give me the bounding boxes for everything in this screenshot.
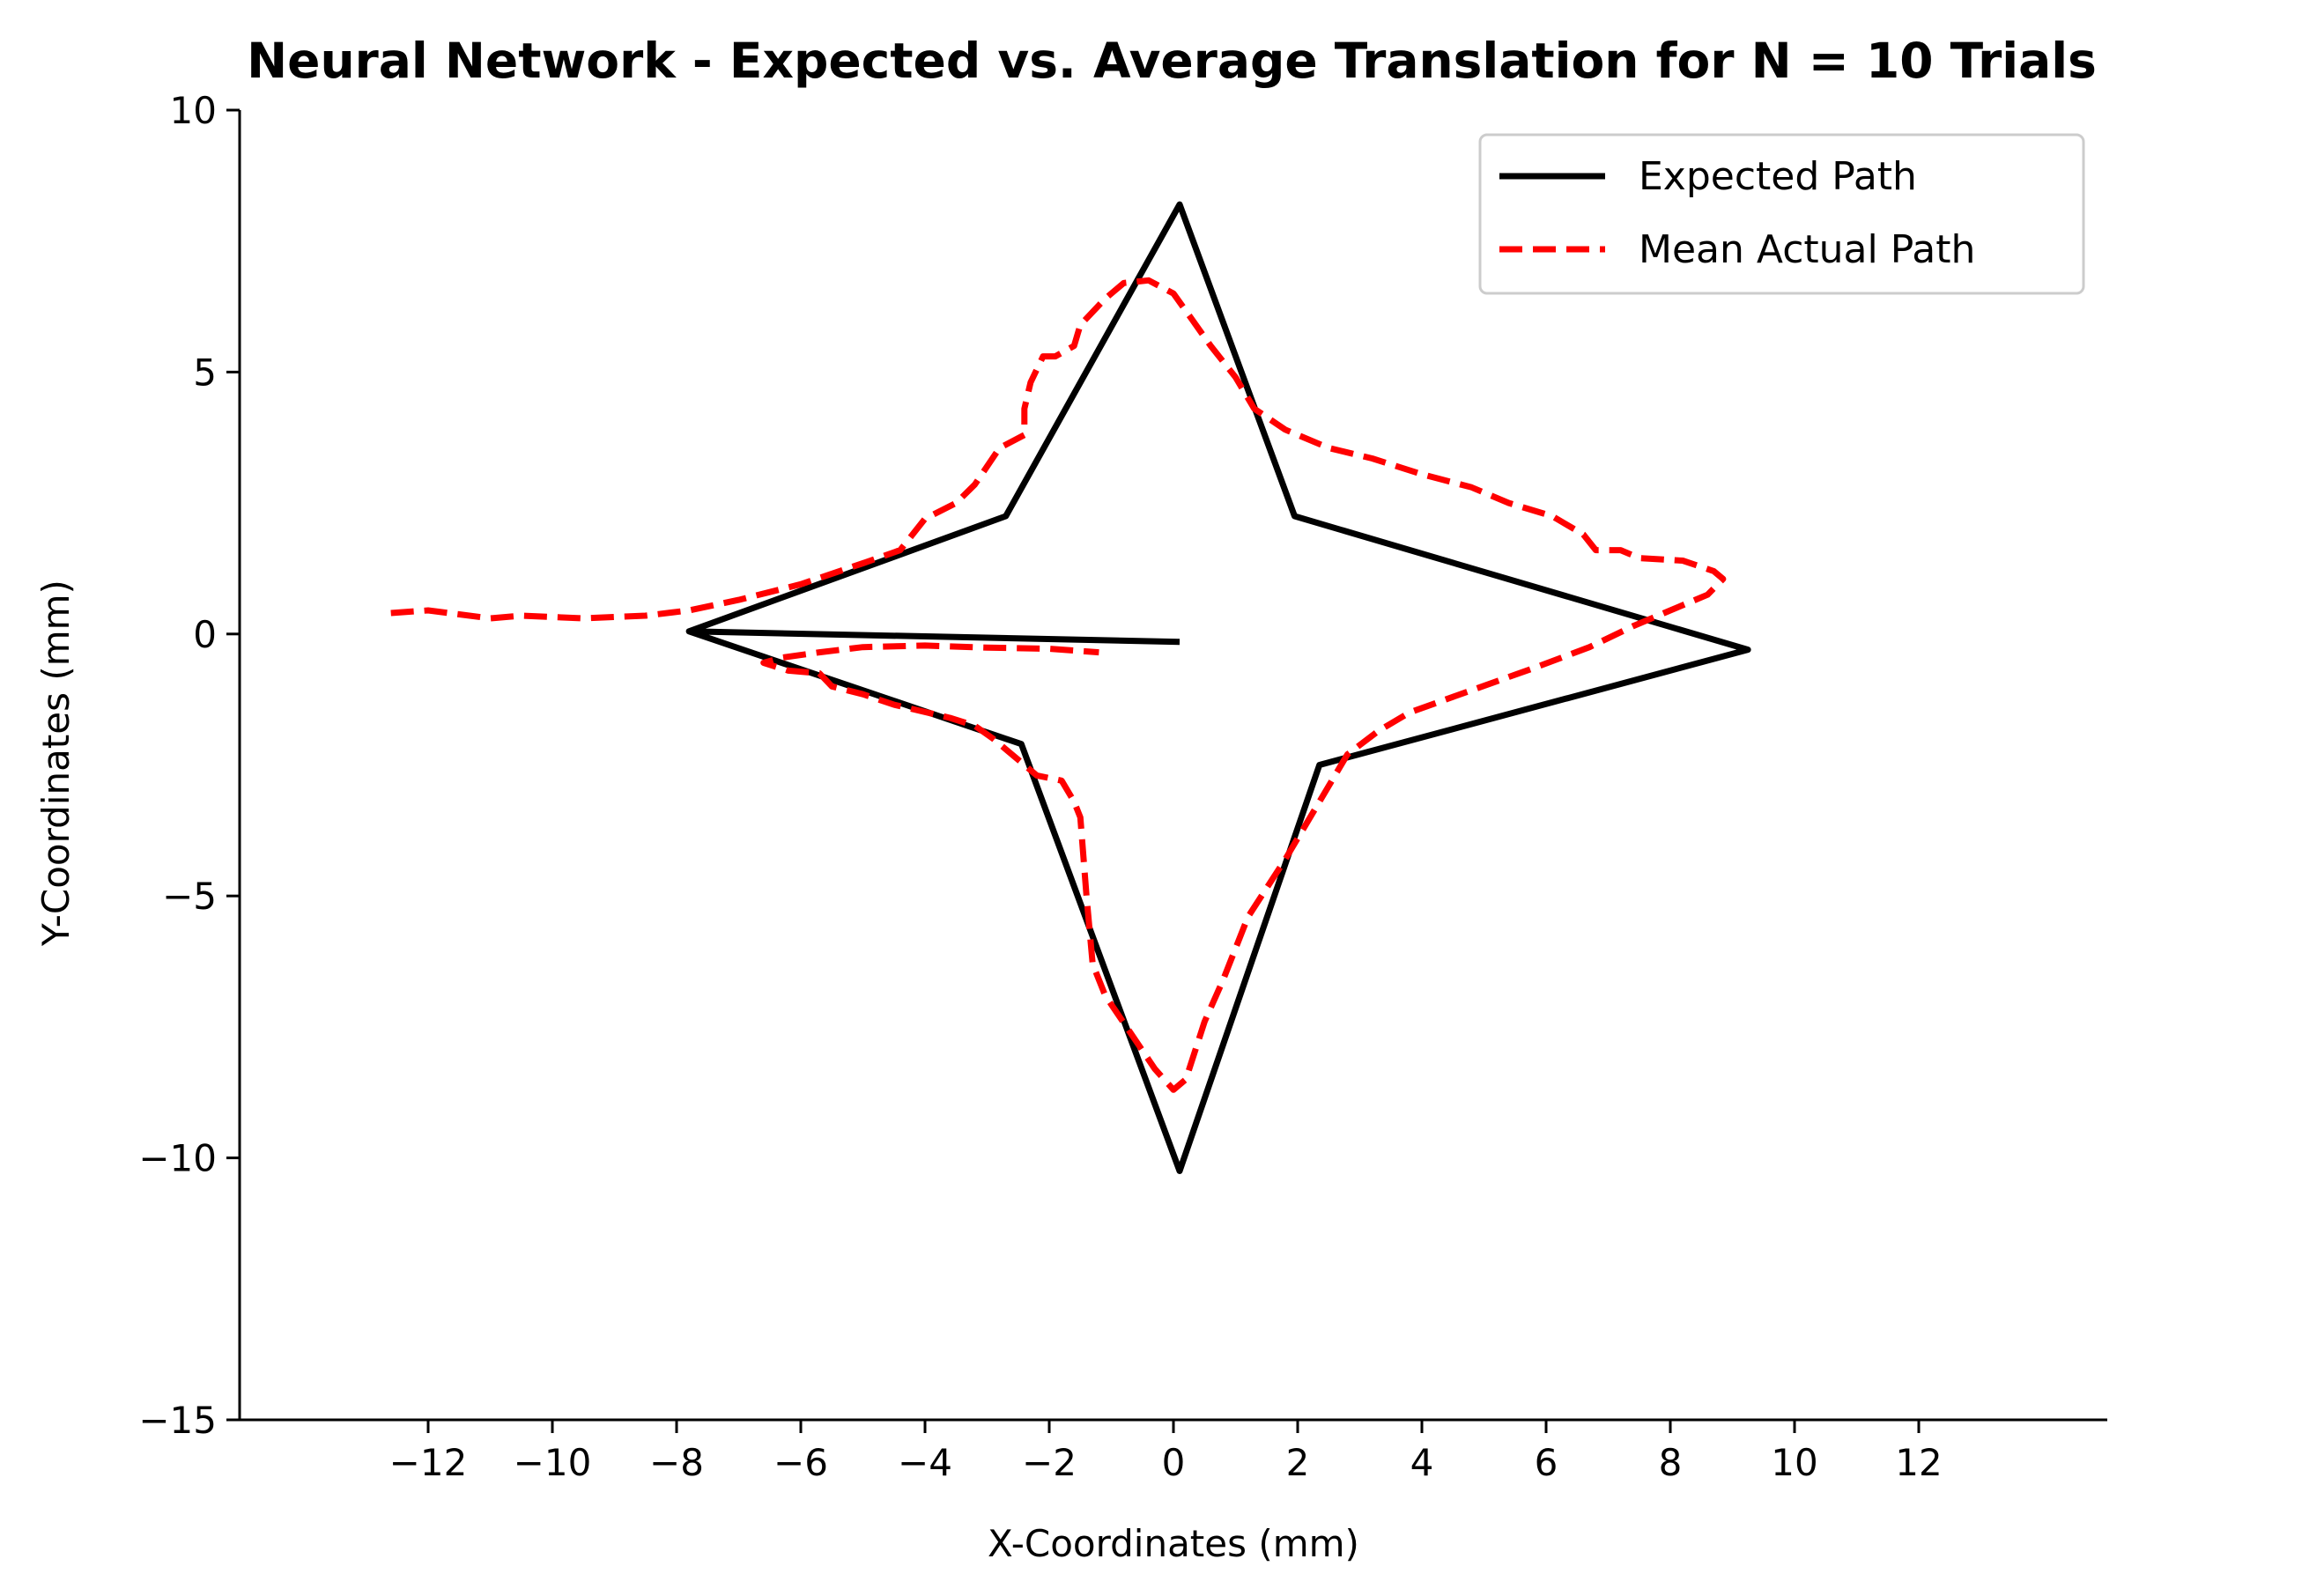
x-tick-label: −8 [649, 1441, 704, 1484]
x-tick-label: 8 [1659, 1441, 1683, 1484]
y-axis-ticks: 10 5 0 −5 −10 −15 [138, 89, 240, 1442]
legend-label-expected: Expected Path [1639, 154, 1917, 199]
y-tick-label: −5 [162, 875, 217, 918]
legend-frame [1478, 133, 2085, 295]
x-tick-label: 0 [1162, 1441, 1186, 1484]
y-axis-label: Y-Coordinates (mm) [34, 580, 78, 947]
x-tick-label: −10 [514, 1441, 592, 1484]
x-tick-label: 6 [1535, 1441, 1558, 1484]
x-tick-label: 10 [1771, 1441, 1817, 1484]
y-tick-label: 5 [193, 351, 217, 394]
x-tick-label: −4 [898, 1441, 952, 1484]
x-tick-label: −6 [773, 1441, 828, 1484]
y-tick-label: 0 [193, 613, 217, 656]
x-tick-label: 4 [1410, 1441, 1434, 1484]
chart-title: Neural Network - Expected vs. Average Tr… [247, 33, 2097, 89]
x-tick-label: 2 [1286, 1441, 1310, 1484]
y-tick-label: −15 [138, 1399, 217, 1442]
x-tick-label: −12 [389, 1441, 468, 1484]
plot-area [390, 201, 1751, 1174]
y-tick-label: 10 [170, 89, 217, 132]
y-tick-label: −10 [138, 1137, 217, 1180]
legend-label-mean: Mean Actual Path [1639, 227, 1975, 272]
x-tick-label: −2 [1022, 1441, 1077, 1484]
series-line-mean-actual-path [390, 277, 1727, 1093]
x-axis-label: X-Coordinates (mm) [988, 1522, 1359, 1565]
series-line-expected-path [685, 201, 1751, 1174]
x-axis-ticks: −12 −10 −8 −6 −4 −2 0 2 4 6 8 10 12 [389, 1420, 1943, 1484]
x-tick-label: 12 [1895, 1441, 1942, 1484]
legend: Expected Path Mean Actual Path [1478, 133, 2085, 295]
